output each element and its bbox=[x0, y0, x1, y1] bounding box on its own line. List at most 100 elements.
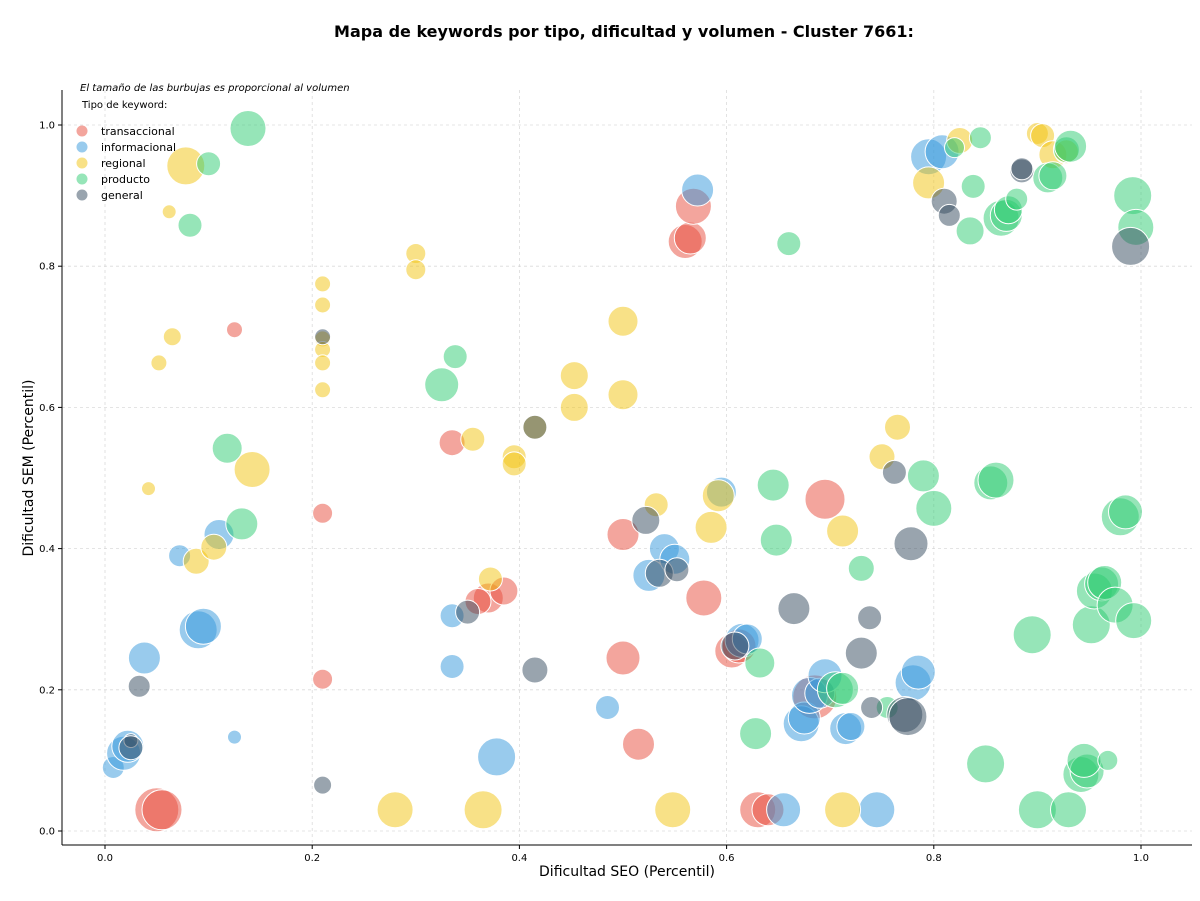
bubble-producto bbox=[1005, 187, 1029, 211]
bubble-regional bbox=[314, 296, 332, 314]
bubble-producto bbox=[968, 126, 992, 150]
bubble-general bbox=[127, 674, 151, 698]
bubble-producto bbox=[442, 344, 468, 370]
bubble-producto bbox=[1050, 791, 1087, 829]
bubble-general bbox=[664, 557, 690, 583]
bubble-producto bbox=[1115, 602, 1153, 640]
bubble-regional bbox=[701, 479, 735, 513]
bubble-transaccional bbox=[606, 518, 640, 551]
bubble-regional bbox=[405, 259, 427, 281]
bubble-producto bbox=[1097, 749, 1119, 771]
x-tick-label: 0.0 bbox=[97, 853, 113, 864]
bubble-general bbox=[893, 526, 929, 562]
bubble-regional bbox=[654, 791, 692, 829]
x-tick-label: 0.8 bbox=[926, 853, 942, 864]
bubble-producto bbox=[944, 137, 965, 159]
bubble-regional bbox=[150, 354, 168, 372]
bubble-informacional bbox=[766, 792, 802, 828]
legend-label-general: general bbox=[101, 189, 143, 202]
bubble-regional bbox=[501, 451, 527, 477]
x-axis-label: Dificultad SEO (Percentil) bbox=[539, 864, 715, 880]
legend-label-informacional: informacional bbox=[101, 141, 176, 154]
bubble-producto bbox=[955, 216, 985, 246]
legend-marker-general bbox=[76, 189, 88, 201]
bubble-producto bbox=[977, 461, 1015, 499]
bubble-regional bbox=[826, 514, 860, 548]
bubble-transaccional bbox=[312, 668, 334, 690]
bubble-producto bbox=[424, 367, 460, 403]
bubble-transaccional bbox=[312, 502, 334, 524]
bubble-producto bbox=[776, 231, 802, 257]
legend-marker-informacional bbox=[76, 141, 88, 153]
x-tick-label: 0.6 bbox=[719, 853, 735, 864]
bubble-regional bbox=[200, 533, 228, 561]
legend-marker-regional bbox=[76, 157, 88, 169]
bubble-producto bbox=[915, 489, 953, 527]
bubble-informacional bbox=[900, 654, 936, 690]
bubble-general bbox=[631, 505, 661, 535]
bubble-producto bbox=[225, 507, 259, 541]
bubble-general bbox=[314, 328, 332, 346]
x-tick-label: 0.4 bbox=[511, 853, 527, 864]
bubble-producto bbox=[1066, 742, 1102, 778]
bubble-producto bbox=[229, 110, 267, 147]
y-axis-label: Dificultad SEM (Percentil) bbox=[21, 380, 37, 557]
bubble-producto bbox=[1054, 129, 1088, 163]
bubble-general bbox=[1010, 157, 1034, 181]
legend-marker-transaccional bbox=[76, 125, 88, 137]
bubble-regional bbox=[477, 566, 503, 592]
bubble-general bbox=[720, 631, 750, 661]
legend: Tipo de keyword: transaccional informacio… bbox=[76, 100, 176, 202]
bubble-regional bbox=[161, 204, 177, 220]
bubble-size-note: El tamaño de las burbujas es proporciona… bbox=[80, 83, 350, 94]
bubble-producto bbox=[826, 671, 860, 705]
bubble-informacional bbox=[227, 729, 242, 745]
bubble-regional bbox=[233, 451, 271, 488]
bubble-producto bbox=[966, 744, 1006, 784]
bubble-general bbox=[313, 775, 333, 795]
bubble-producto bbox=[1113, 176, 1153, 216]
bubble-regional bbox=[559, 361, 589, 391]
bubble-general bbox=[777, 592, 811, 626]
bubble-informacional bbox=[681, 173, 715, 207]
bubble-producto bbox=[196, 151, 222, 177]
bubble-producto bbox=[1012, 615, 1052, 655]
x-tick-label: 0.2 bbox=[304, 853, 320, 864]
bubble-producto bbox=[739, 717, 773, 751]
bubble-informacional bbox=[477, 737, 517, 777]
bubble-regional bbox=[463, 790, 503, 830]
bubble-producto bbox=[211, 432, 243, 464]
bubble-general bbox=[1111, 226, 1151, 266]
bubble-regional bbox=[460, 426, 486, 452]
bubble-layer bbox=[101, 110, 1155, 833]
bubble-transaccional bbox=[673, 221, 707, 255]
y-tick-label: 0.8 bbox=[39, 262, 55, 273]
bubble-producto bbox=[756, 468, 790, 502]
bubble-transaccional bbox=[622, 727, 655, 761]
legend-label-transaccional: transaccional bbox=[101, 125, 175, 138]
bubble-general bbox=[857, 605, 883, 631]
bubble-general bbox=[521, 656, 549, 684]
bubble-regional bbox=[824, 791, 862, 829]
legend-title: Tipo de keyword: bbox=[81, 100, 167, 111]
bubble-producto bbox=[906, 459, 940, 493]
bubble-general bbox=[118, 735, 144, 761]
bubble-producto bbox=[177, 212, 203, 238]
bubble-general bbox=[522, 414, 548, 440]
x-tick-label: 1.0 bbox=[1133, 853, 1149, 864]
bubble-producto bbox=[1038, 161, 1068, 191]
bubble-producto bbox=[744, 647, 776, 679]
bubble-transaccional bbox=[605, 640, 641, 676]
bubble-general bbox=[881, 459, 907, 485]
y-tick-label: 1.0 bbox=[39, 121, 55, 132]
bubble-informacional bbox=[858, 791, 896, 829]
bubble-producto bbox=[847, 554, 875, 582]
bubble-regional bbox=[314, 381, 332, 399]
legend-label-producto: producto bbox=[101, 173, 150, 186]
bubble-informacional bbox=[127, 641, 161, 675]
bubble-regional bbox=[376, 791, 414, 829]
bubble-producto bbox=[759, 523, 793, 557]
bubble-transaccional bbox=[226, 321, 243, 339]
y-tick-label: 0.2 bbox=[39, 685, 55, 696]
